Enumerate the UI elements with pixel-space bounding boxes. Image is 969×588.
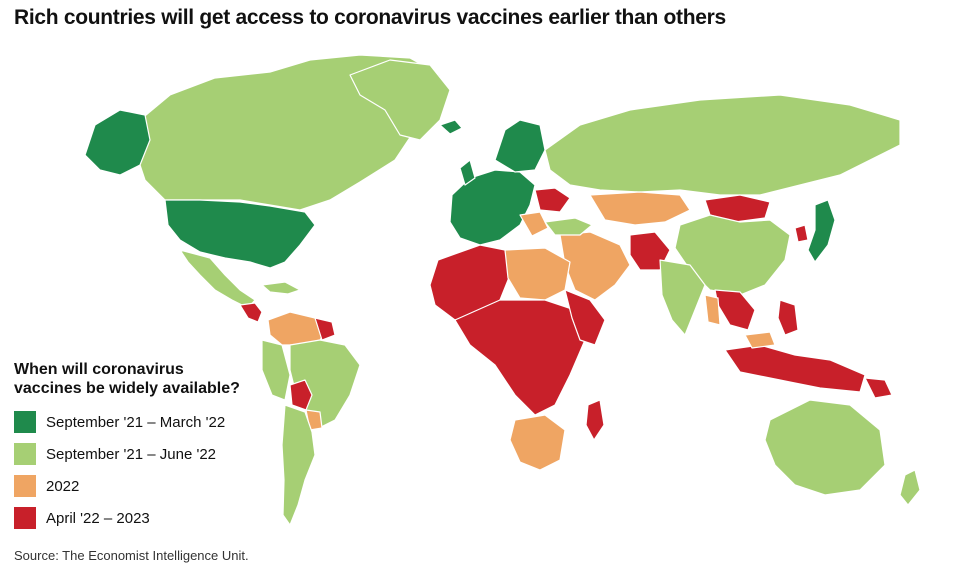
source-note: Source: The Economist Intelligence Unit. bbox=[14, 548, 249, 563]
legend-label: 2022 bbox=[46, 477, 80, 495]
legend-item-2022: 2022 bbox=[14, 470, 264, 502]
region-western-europe bbox=[449, 169, 536, 246]
region-new-zealand bbox=[899, 469, 921, 506]
region-kazakhstan bbox=[589, 191, 691, 226]
legend-swatch-dark-green bbox=[14, 411, 36, 433]
legend-swatch-orange bbox=[14, 475, 36, 497]
region-scandinavia bbox=[494, 119, 546, 173]
region-philippines bbox=[777, 299, 799, 336]
region-southeast-asia bbox=[714, 289, 756, 331]
region-central-africa bbox=[454, 299, 586, 416]
region-japan bbox=[807, 199, 836, 263]
map-title: Rich countries will get access to corona… bbox=[14, 6, 726, 29]
region-bolivia bbox=[289, 379, 313, 411]
region-korea bbox=[794, 224, 809, 243]
region-uk bbox=[459, 159, 476, 186]
legend-item-sep21-jun22: September '21 – June '22 bbox=[14, 438, 264, 470]
legend-swatch-red bbox=[14, 507, 36, 529]
legend-swatch-light-green bbox=[14, 443, 36, 465]
region-middle-east bbox=[559, 231, 631, 301]
region-alaska bbox=[84, 109, 151, 176]
legend-heading-line1: When will coronavirus bbox=[14, 361, 184, 378]
world-map bbox=[84, 54, 921, 526]
region-usa bbox=[164, 199, 316, 269]
legend-label: September '21 – June '22 bbox=[46, 445, 217, 463]
region-papua-new-guinea bbox=[864, 377, 893, 399]
region-eastern-europe bbox=[534, 187, 571, 213]
region-indonesia bbox=[724, 344, 866, 393]
region-caribbean bbox=[261, 281, 301, 295]
region-malaysia bbox=[744, 331, 776, 349]
region-east-africa bbox=[564, 289, 606, 346]
region-guyana bbox=[314, 317, 336, 341]
region-greenland bbox=[349, 59, 451, 141]
region-peru-ecuador bbox=[261, 339, 291, 401]
legend: When will coronavirus vaccines be widely… bbox=[14, 360, 264, 534]
legend-heading: When will coronavirus vaccines be widely… bbox=[14, 360, 264, 398]
legend-label: September '21 – March '22 bbox=[46, 413, 226, 431]
region-north-east-africa bbox=[504, 247, 571, 301]
region-balkans bbox=[519, 211, 549, 237]
legend-heading-line2: vaccines be widely available? bbox=[14, 380, 240, 397]
region-turkey bbox=[544, 217, 593, 236]
region-myanmar-thailand bbox=[704, 294, 721, 326]
region-australia bbox=[764, 399, 886, 496]
region-argentina-chile bbox=[281, 404, 316, 526]
region-madagascar bbox=[585, 399, 605, 441]
region-india bbox=[659, 259, 706, 336]
legend-item-apr22-2023: April '22 – 2023 bbox=[14, 502, 264, 534]
region-russia bbox=[544, 94, 901, 196]
legend-item-sep21-mar22: September '21 – March '22 bbox=[14, 406, 264, 438]
region-central-america bbox=[239, 302, 263, 323]
region-iceland bbox=[439, 119, 463, 135]
region-southern-africa bbox=[509, 414, 566, 471]
legend-label: April '22 – 2023 bbox=[46, 509, 150, 527]
